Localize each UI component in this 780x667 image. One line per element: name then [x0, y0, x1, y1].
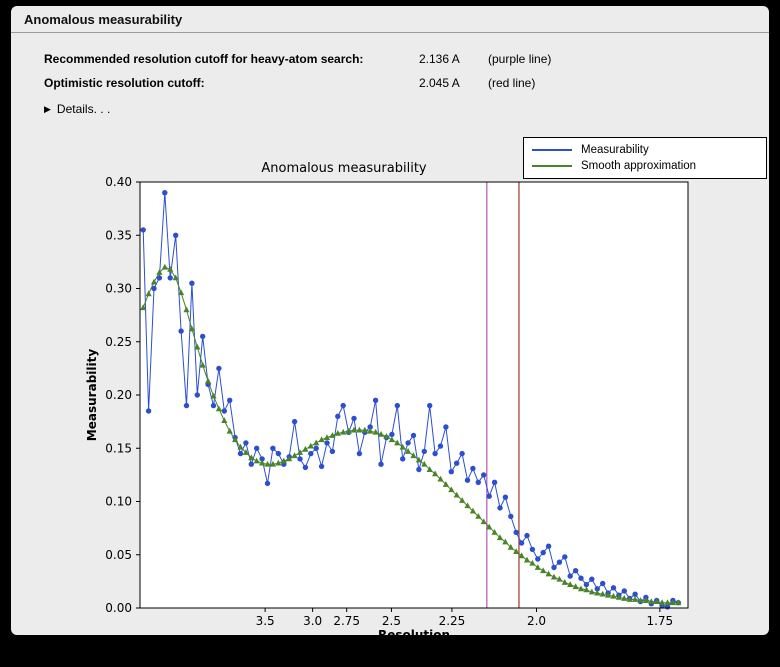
svg-text:0.35: 0.35	[105, 228, 132, 242]
svg-text:Resolution: Resolution	[378, 628, 450, 640]
details-label[interactable]: Details. . .	[56, 102, 111, 116]
svg-text:0.25: 0.25	[105, 335, 132, 349]
recommended-cutoff-label: Recommended resolution cutoff for heavy-…	[44, 52, 364, 66]
legend-label-measurability: Measurability	[581, 144, 649, 156]
optimistic-cutoff-label: Optimistic resolution cutoff:	[44, 76, 205, 90]
legend-entry-smooth-approximation: Smooth approximation	[532, 158, 760, 174]
legend-label-smooth-approximation: Smooth approximation	[581, 160, 697, 172]
svg-text:0.20: 0.20	[105, 388, 132, 402]
svg-text:0.10: 0.10	[105, 495, 132, 509]
svg-text:0.00: 0.00	[105, 601, 132, 615]
chart-figure: 0.00 0.05 0.10 0.15 0.20 0.25 0.30 0.35 0.40 3.5 3…	[74, 130, 769, 640]
svg-text:2.0: 2.0	[527, 614, 546, 628]
header-divider	[11, 32, 769, 33]
details-toggle[interactable]: ▶ Details. . .	[44, 102, 110, 116]
svg-text:1.75: 1.75	[646, 614, 673, 628]
svg-text:Anomalous measurability: Anomalous measurability	[261, 161, 427, 176]
recommended-cutoff-value: 2.136 A	[419, 52, 460, 66]
chart-legend: Measurability Smooth approximation	[523, 137, 767, 179]
recommended-cutoff-note: (purple line)	[488, 52, 552, 66]
legend-line-green	[532, 165, 572, 167]
svg-text:2.25: 2.25	[439, 614, 466, 628]
svg-text:Measurability: Measurability	[85, 349, 99, 442]
optimistic-cutoff-value: 2.045 A	[419, 76, 460, 90]
svg-text:2.75: 2.75	[333, 614, 360, 628]
disclosure-triangle-icon[interactable]: ▶	[44, 104, 51, 114]
svg-text:0.40: 0.40	[105, 175, 132, 189]
svg-text:2.5: 2.5	[382, 614, 401, 628]
svg-text:0.05: 0.05	[105, 548, 132, 562]
anomalous-measurability-panel: Anomalous measurability Recommended reso…	[11, 6, 769, 640]
optimistic-cutoff-note: (red line)	[488, 76, 536, 90]
anomalous-measurability-plot: 0.00 0.05 0.10 0.15 0.20 0.25 0.30 0.35 0.40 3.5 3…	[85, 161, 689, 640]
optimistic-cutoff-row: Optimistic resolution cutoff: 2.045 A (r…	[11, 76, 769, 92]
svg-text:0.15: 0.15	[105, 441, 132, 455]
legend-line-blue	[532, 149, 572, 151]
svg-text:3.5: 3.5	[256, 614, 275, 628]
legend-entry-measurability: Measurability	[532, 142, 760, 158]
svg-text:0.30: 0.30	[105, 282, 132, 296]
panel-title: Anomalous measurability	[24, 12, 183, 27]
svg-text:3.0: 3.0	[303, 614, 322, 628]
recommended-cutoff-row: Recommended resolution cutoff for heavy-…	[11, 52, 769, 68]
